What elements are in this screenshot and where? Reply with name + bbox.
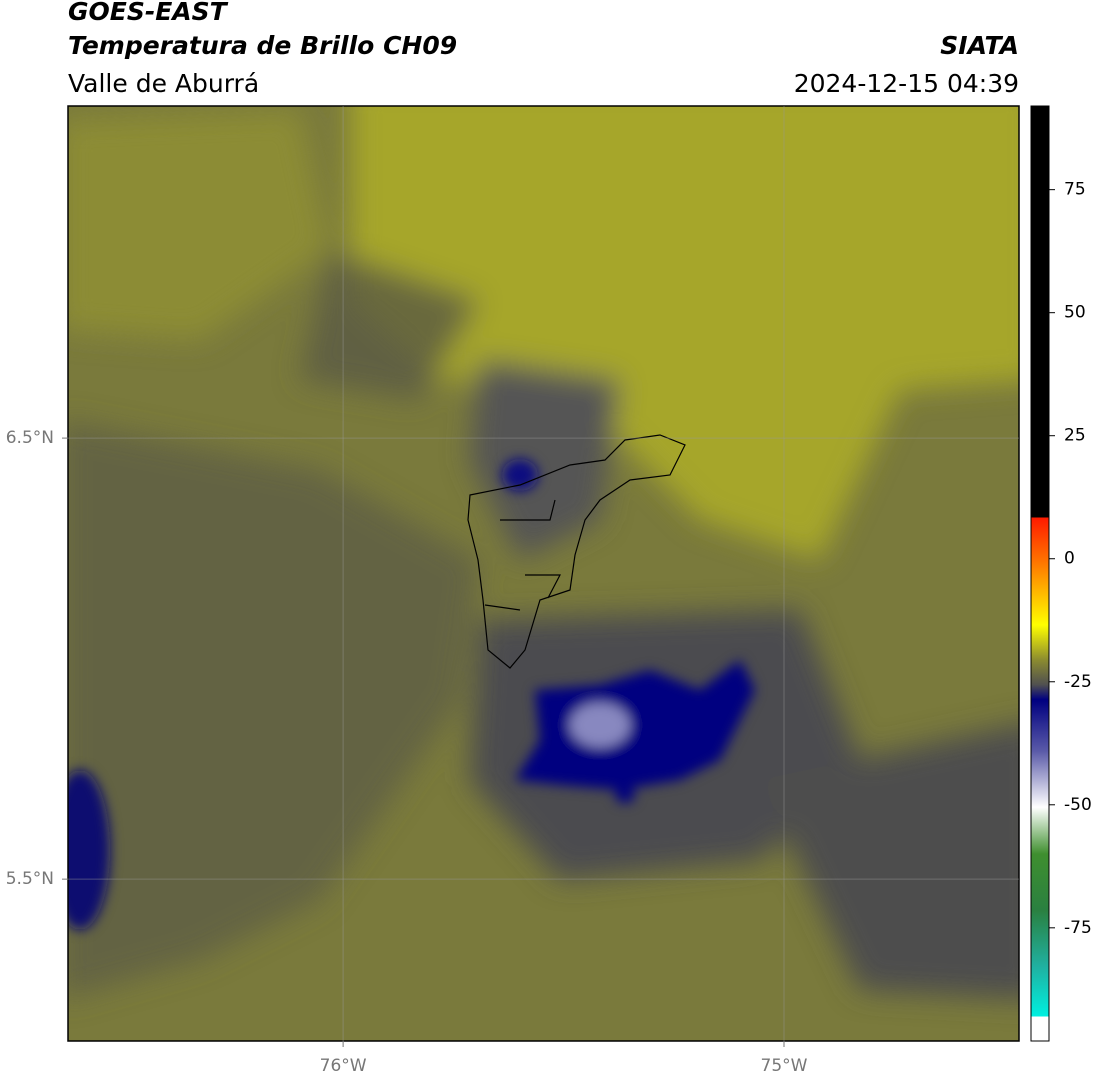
- x-tick-label: 76°W: [320, 1056, 367, 1076]
- colorbar-tick-label: 75: [1064, 180, 1086, 200]
- title: GOES-EAST: [68, 0, 229, 26]
- y-tick-label: 5.5°N: [6, 869, 54, 889]
- brand: SIATA: [940, 31, 1019, 60]
- colorbar-tick-label: -50: [1064, 795, 1092, 815]
- map-field: [68, 106, 1019, 1041]
- region: Valle de Aburrá: [68, 69, 259, 98]
- timestamp: 2024-12-15 04:39: [794, 69, 1019, 98]
- x-tick-label: 75°W: [761, 1056, 808, 1076]
- colorbar: [1030, 105, 1050, 1042]
- municipality-boundaries: [467, 434, 686, 669]
- colorbar-tick-label: 0: [1064, 549, 1075, 569]
- y-tick-label: 6.5°N: [6, 428, 54, 448]
- colorbar-tick-label: -75: [1064, 918, 1092, 938]
- map-frame: [67, 105, 1020, 1042]
- colorbar-tick-label: 50: [1064, 303, 1086, 323]
- colorbar-tick-label: -25: [1064, 672, 1092, 692]
- colorbar-tick-label: 25: [1064, 426, 1086, 446]
- subtitle: Temperatura de Brillo CH09: [68, 31, 457, 60]
